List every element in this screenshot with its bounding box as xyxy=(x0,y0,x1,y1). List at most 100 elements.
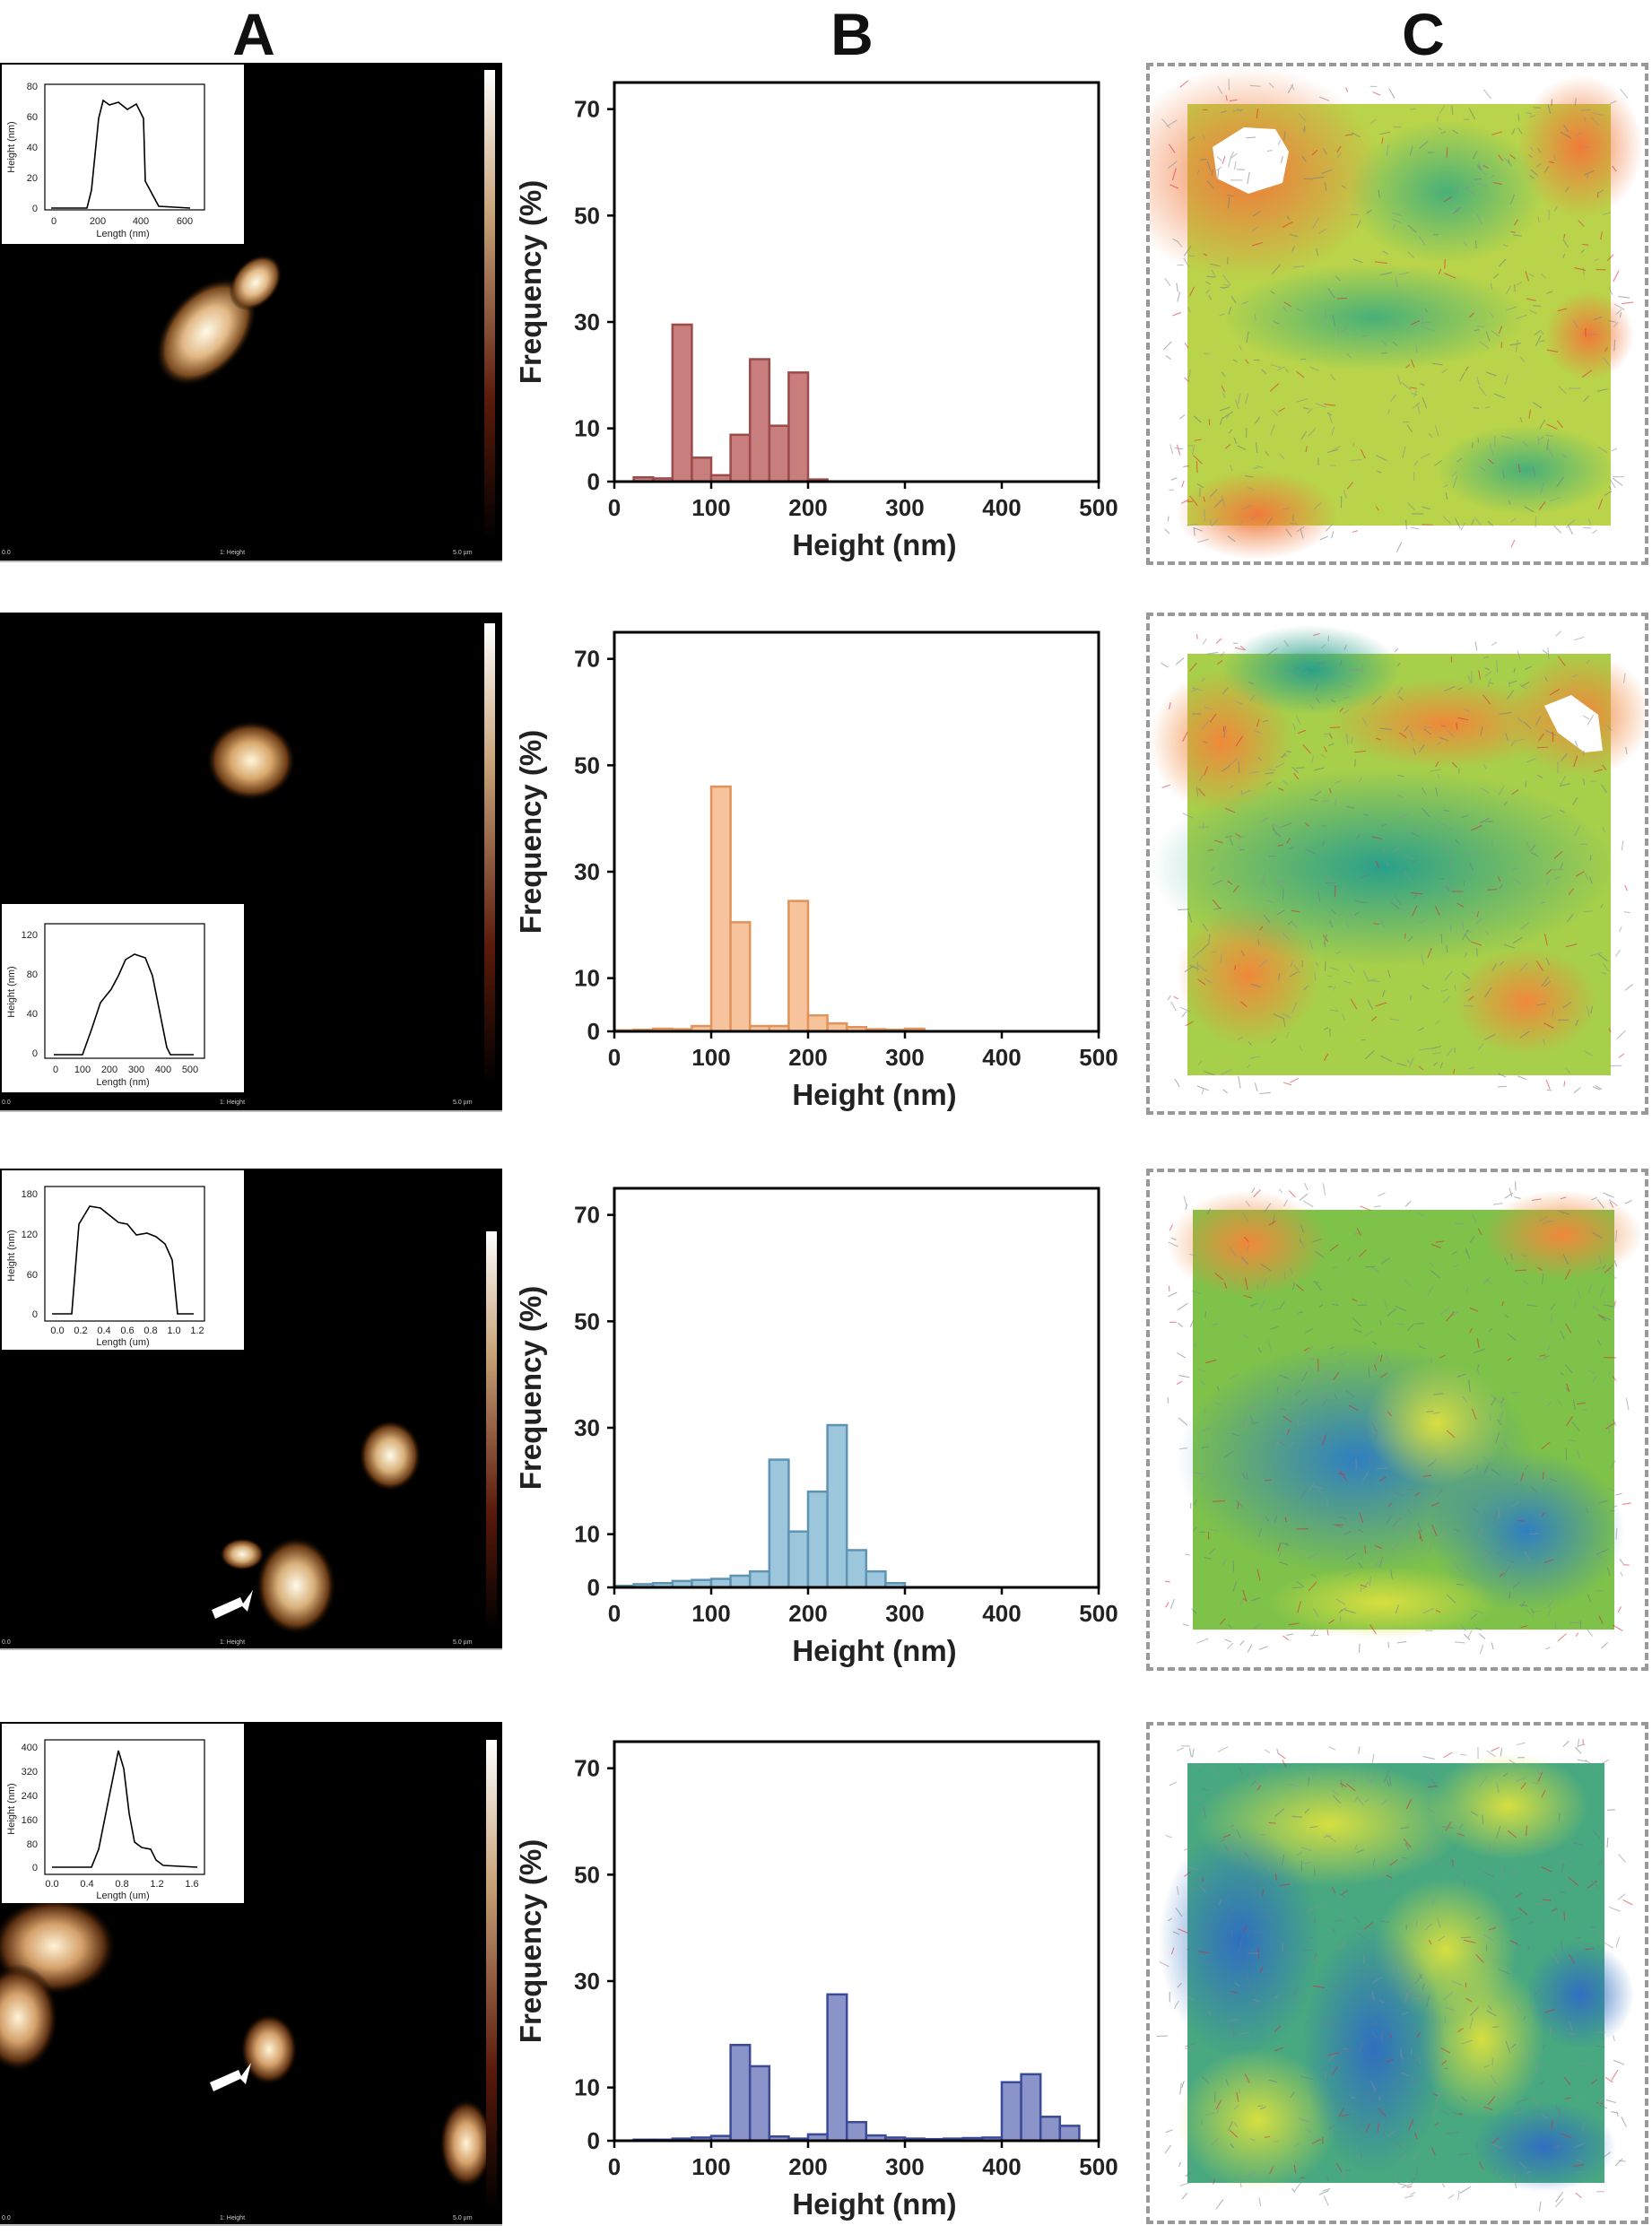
figure-row-4: 0.0 1: Height 5.0 µm 400 320 240 160 80 … xyxy=(0,1722,1652,2230)
y-tick-label: 10 xyxy=(574,1521,600,1548)
histogram-bar xyxy=(750,360,769,482)
histogram-bar xyxy=(711,787,731,1031)
x-tick-label: 300 xyxy=(885,494,924,521)
x-tick-label: 400 xyxy=(982,1044,1021,1071)
afm-image-1: 0.0 1: Height 5.0 µm 80 60 40 20 0 0 200… xyxy=(0,63,502,562)
arrow-icon xyxy=(212,1590,253,1619)
svg-text:0: 0 xyxy=(51,216,57,227)
svg-text:1.2: 1.2 xyxy=(150,1879,163,1890)
x-tick-label: 300 xyxy=(885,1600,924,1627)
svg-text:100: 100 xyxy=(74,1065,91,1075)
column-label-c: C xyxy=(1369,0,1477,68)
y-tick-label: 0 xyxy=(587,2127,600,2154)
svg-text:40: 40 xyxy=(27,1009,38,1020)
svg-text:1: Height: 1: Height xyxy=(220,1100,245,1106)
svg-text:20: 20 xyxy=(27,173,38,184)
svg-text:0.0: 0.0 xyxy=(2,1639,11,1646)
afm-inset-profile-4: 400 320 240 160 80 0 0.0 0.4 0.8 1.2 1.6… xyxy=(2,1724,244,1903)
y-tick-label: 70 xyxy=(574,1202,600,1229)
svg-text:1.6: 1.6 xyxy=(185,1879,198,1890)
histogram-bar xyxy=(731,922,751,1031)
svg-text:0.0: 0.0 xyxy=(45,1879,58,1890)
svg-text:120: 120 xyxy=(22,1230,38,1240)
column-label-b: B xyxy=(798,0,906,68)
y-tick-label: 50 xyxy=(574,202,600,229)
histogram-bar xyxy=(1002,2082,1022,2141)
y-axis-title: Frequency (%) xyxy=(514,730,547,934)
y-tick-label: 30 xyxy=(574,309,600,335)
svg-text:200: 200 xyxy=(101,1065,117,1075)
histogram-bar xyxy=(1022,2074,1041,2141)
x-tick-label: 500 xyxy=(1079,2153,1117,2180)
svg-text:0: 0 xyxy=(53,1065,58,1075)
svg-text:400: 400 xyxy=(133,216,149,227)
svg-text:120: 120 xyxy=(22,930,38,941)
histogram-bar xyxy=(788,1532,808,1587)
histogram-bar xyxy=(691,457,711,482)
svg-text:5.0 µm: 5.0 µm xyxy=(453,1639,473,1646)
histogram-bar xyxy=(788,901,808,1031)
afm-inset-profile-1: 80 60 40 20 0 0 200 400 600 Length (nm) … xyxy=(2,65,244,244)
svg-text:1.2: 1.2 xyxy=(190,1326,204,1336)
x-tick-label: 200 xyxy=(788,1044,827,1071)
afm-inset-profile-2: 120 80 40 0 0 100 200 300 400 500 Length… xyxy=(2,904,244,1092)
x-tick-label: 400 xyxy=(982,494,1021,521)
svg-text:5.0 µm: 5.0 µm xyxy=(453,2215,473,2221)
x-tick-label: 300 xyxy=(885,1044,924,1071)
histogram-bar xyxy=(750,1571,769,1587)
plot-frame xyxy=(614,1188,1099,1587)
x-axis-title: Height (nm) xyxy=(792,1634,956,1667)
svg-text:60: 60 xyxy=(27,1270,38,1281)
x-tick-label: 100 xyxy=(691,494,730,521)
y-tick-label: 50 xyxy=(574,752,600,778)
svg-text:1: Height: 1: Height xyxy=(220,2215,245,2221)
y-tick-label: 30 xyxy=(574,1414,600,1441)
y-axis-title: Frequency (%) xyxy=(514,1839,547,2043)
y-tick-label: 10 xyxy=(574,415,600,442)
y-tick-label: 50 xyxy=(574,1861,600,1888)
svg-text:160: 160 xyxy=(22,1815,38,1826)
svg-text:Height (nm): Height (nm) xyxy=(6,121,17,172)
plot-frame xyxy=(614,632,1099,1031)
svg-text:1.0: 1.0 xyxy=(167,1326,180,1336)
histogram-bar xyxy=(731,1576,751,1587)
x-tick-label: 100 xyxy=(691,2153,730,2180)
md-surface-map-4 xyxy=(1146,1722,1648,2224)
svg-text:180: 180 xyxy=(22,1189,38,1200)
svg-text:1: Height: 1: Height xyxy=(220,550,245,556)
svg-text:400: 400 xyxy=(155,1065,171,1075)
svg-text:0: 0 xyxy=(32,1048,38,1059)
figure-row-2: 0.0 1: Height 5.0 µm 120 80 40 0 0 100 2… xyxy=(0,613,1652,1115)
svg-text:80: 80 xyxy=(27,82,38,92)
histogram-bar xyxy=(828,1995,848,2141)
svg-text:Height (nm): Height (nm) xyxy=(6,966,17,1017)
afm-image-3: 0.0 1: Height 5.0 µm 180 120 60 0 0.0 0.… xyxy=(0,1169,502,1650)
histogram-bar xyxy=(769,1460,789,1587)
y-tick-label: 30 xyxy=(574,858,600,885)
x-tick-label: 300 xyxy=(885,2153,924,2180)
x-tick-label: 100 xyxy=(691,1044,730,1071)
svg-text:0.0: 0.0 xyxy=(2,550,11,556)
x-tick-label: 400 xyxy=(982,2153,1021,2180)
svg-text:0: 0 xyxy=(32,1863,38,1873)
x-tick-label: 0 xyxy=(608,1600,621,1627)
y-tick-label: 0 xyxy=(587,1018,600,1045)
svg-text:0.0: 0.0 xyxy=(2,2215,11,2221)
svg-text:60: 60 xyxy=(27,112,38,123)
y-tick-label: 30 xyxy=(574,1968,600,1995)
svg-text:Height (nm): Height (nm) xyxy=(6,1230,17,1281)
svg-text:300: 300 xyxy=(128,1065,144,1075)
histogram-bar xyxy=(1060,2125,1080,2141)
svg-text:240: 240 xyxy=(22,1791,38,1802)
svg-text:0: 0 xyxy=(32,1309,38,1320)
afm-image-2: 0.0 1: Height 5.0 µm 120 80 40 0 0 100 2… xyxy=(0,613,502,1112)
x-tick-label: 200 xyxy=(788,1600,827,1627)
svg-text:0.8: 0.8 xyxy=(115,1879,128,1890)
x-tick-label: 0 xyxy=(608,494,621,521)
svg-text:0.6: 0.6 xyxy=(120,1326,134,1336)
y-tick-label: 0 xyxy=(587,1574,600,1601)
y-tick-label: 10 xyxy=(574,2074,600,2101)
afm-image-4: 0.0 1: Height 5.0 µm 400 320 240 160 80 … xyxy=(0,1722,502,2226)
